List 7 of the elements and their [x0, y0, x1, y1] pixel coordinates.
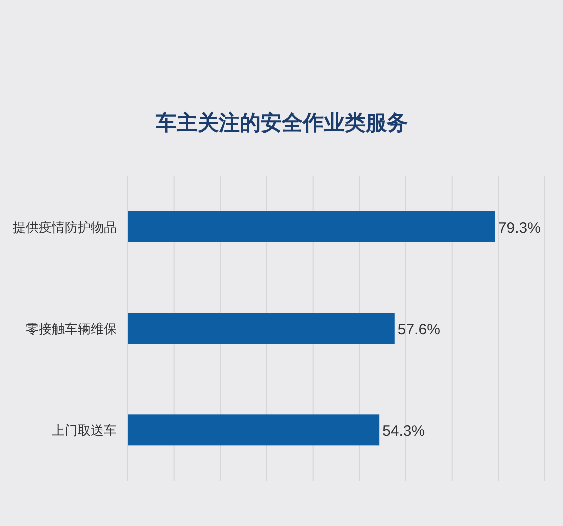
- value-label: 54.3%: [382, 423, 426, 440]
- title: 车主关注的安全作业类服务: [156, 112, 408, 135]
- value-label: 57.6%: [398, 322, 440, 338]
- category-label: 上门取送车: [52, 423, 117, 438]
- value-label: 79.3%: [498, 220, 541, 237]
- category-label: 零接触车辆维保: [26, 322, 117, 336]
- category-label: 提供疫情防护物品: [13, 220, 117, 235]
